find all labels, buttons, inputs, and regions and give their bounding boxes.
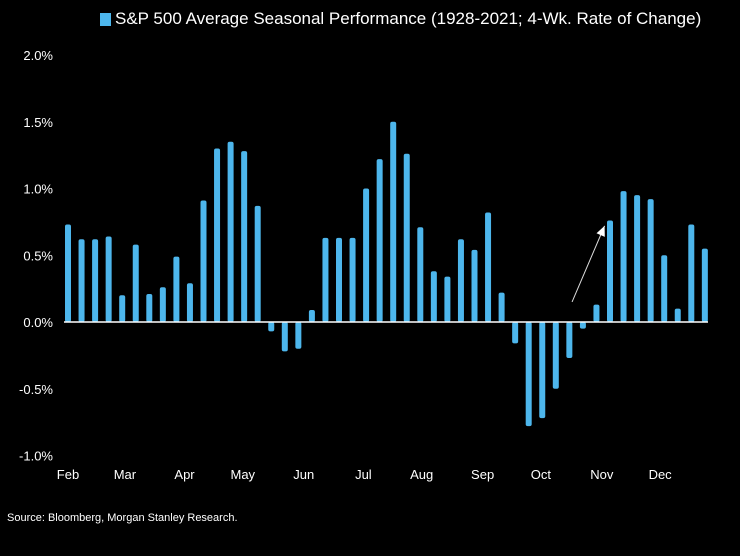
bar	[200, 200, 207, 322]
x-tick-label: May	[231, 467, 256, 482]
y-tick-label: 1.5%	[23, 115, 53, 130]
annotation-arrow-line	[571, 225, 606, 303]
bar	[417, 227, 424, 322]
source-note: Source: Bloomberg, Morgan Stanley Resear…	[7, 512, 238, 524]
legend-swatch	[100, 12, 111, 26]
bar	[566, 322, 573, 359]
x-tick-label: Jun	[293, 467, 314, 482]
bar	[552, 322, 559, 389]
bar	[403, 153, 410, 322]
x-tick-label: Oct	[531, 467, 552, 482]
arrow-head-icon	[596, 225, 605, 237]
bar	[119, 295, 126, 322]
bar	[539, 322, 546, 419]
x-tick-label: Jul	[355, 467, 372, 482]
bar	[620, 191, 627, 322]
bar	[295, 322, 302, 349]
bar	[634, 195, 641, 322]
bar	[430, 271, 437, 322]
bar	[268, 322, 275, 332]
bar	[593, 304, 600, 322]
bar	[281, 322, 288, 352]
bar	[322, 237, 329, 322]
bar	[701, 248, 708, 322]
x-tick-label: Sep	[471, 467, 494, 482]
bar	[376, 159, 383, 322]
x-tick-label: Mar	[114, 467, 137, 482]
x-tick-label: Nov	[590, 467, 614, 482]
bar	[336, 237, 342, 322]
bar	[688, 224, 695, 322]
bar	[444, 276, 451, 322]
bar	[390, 121, 397, 322]
bar	[105, 236, 112, 322]
bar	[525, 322, 532, 427]
y-tick-label: -0.5%	[19, 382, 53, 397]
x-tick-label: Apr	[174, 467, 195, 482]
bar	[214, 148, 221, 322]
bar	[512, 322, 519, 344]
bar	[607, 220, 613, 322]
x-tick-label: Feb	[57, 467, 79, 482]
bar	[471, 249, 478, 322]
y-tick-label: 0.5%	[23, 248, 53, 263]
bar	[674, 308, 681, 322]
x-tick-label: Dec	[649, 467, 673, 482]
x-tick-label: Aug	[410, 467, 433, 482]
y-tick-label: -1.0%	[19, 449, 53, 464]
bar	[647, 199, 654, 322]
y-tick-label: 2.0%	[23, 48, 53, 63]
bar	[227, 141, 234, 322]
legend: S&P 500 Average Seasonal Performance (19…	[100, 9, 701, 29]
bar	[308, 309, 315, 322]
bar	[92, 239, 99, 322]
bar	[146, 293, 153, 322]
y-tick-label: 0.0%	[23, 315, 53, 330]
bar	[159, 287, 166, 322]
bar	[65, 224, 71, 322]
bar	[579, 322, 586, 329]
bar	[349, 237, 356, 322]
bar	[173, 256, 180, 322]
bar	[78, 239, 85, 322]
legend-label: S&P 500 Average Seasonal Performance (19…	[115, 9, 702, 28]
bar	[661, 255, 668, 322]
bar	[254, 205, 261, 322]
bar	[186, 283, 193, 322]
bar	[363, 188, 370, 322]
bar	[457, 239, 464, 322]
bar	[485, 212, 492, 322]
bar	[498, 292, 505, 322]
bar	[241, 151, 248, 322]
bar	[132, 244, 139, 322]
y-tick-label: 1.0%	[23, 182, 53, 197]
